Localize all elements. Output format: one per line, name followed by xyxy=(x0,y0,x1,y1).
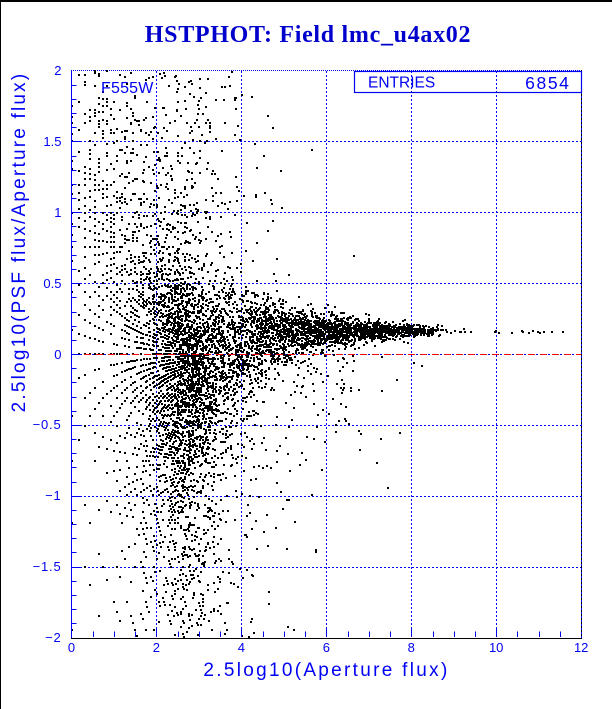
svg-text:−1: −1 xyxy=(45,488,61,503)
svg-text:F555W: F555W xyxy=(101,80,154,97)
svg-text:2.5log10(PSF flux/Aperture flu: 2.5log10(PSF flux/Aperture flux) xyxy=(9,72,30,413)
svg-text:8: 8 xyxy=(408,640,415,655)
svg-text:−2: −2 xyxy=(45,630,61,645)
svg-text:2: 2 xyxy=(54,63,61,78)
svg-text:6854: 6854 xyxy=(525,73,570,93)
svg-text:4: 4 xyxy=(238,640,245,655)
svg-text:1: 1 xyxy=(54,205,61,220)
svg-text:HSTPHOT: Field lmc_u4ax02: HSTPHOT: Field lmc_u4ax02 xyxy=(145,22,471,48)
svg-text:ENTRIES: ENTRIES xyxy=(368,75,435,92)
svg-text:0: 0 xyxy=(68,640,75,655)
svg-text:0.5: 0.5 xyxy=(43,276,61,291)
svg-text:2: 2 xyxy=(153,640,160,655)
svg-text:0: 0 xyxy=(54,347,61,362)
svg-text:10: 10 xyxy=(489,640,503,655)
svg-text:−0.5: −0.5 xyxy=(33,417,62,432)
svg-text:12: 12 xyxy=(574,640,588,655)
svg-text:−1.5: −1.5 xyxy=(33,559,62,574)
svg-text:2.5log10(Aperture flux): 2.5log10(Aperture flux) xyxy=(203,660,449,681)
svg-text:6: 6 xyxy=(323,640,330,655)
svg-text:1.5: 1.5 xyxy=(43,134,61,149)
